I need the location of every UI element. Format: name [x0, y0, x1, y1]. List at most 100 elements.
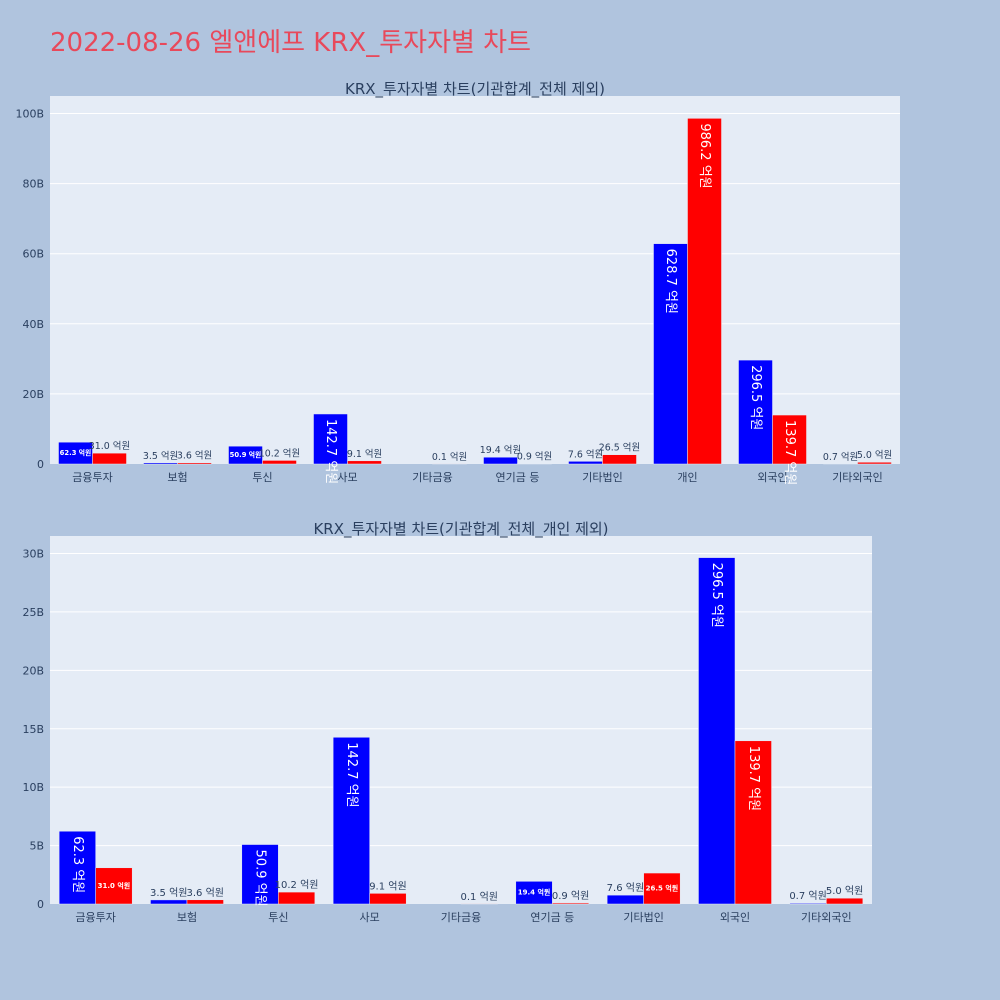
y-tick-label: 10B [22, 781, 44, 794]
bar-value-label: 10.2 억원 [259, 447, 300, 459]
chart-title: KRX_투자자별 차트(기관합계_전체_개인 제외) [313, 520, 608, 539]
x-tick-label: 연기금 등 [496, 471, 540, 484]
x-tick-label: 기타외국인 [801, 911, 852, 924]
x-tick-label: 사모 [360, 911, 380, 924]
bar-value-label: 0.7 억원 [823, 451, 858, 463]
x-tick-label: 보험 [177, 911, 197, 924]
buy-bar [515, 881, 553, 905]
x-tick-label: 금융투자 [75, 911, 115, 924]
x-tick-label: 기타금융 [412, 471, 452, 484]
y-tick-label: 5B [29, 840, 44, 853]
buy-bar [143, 462, 178, 465]
page-title: 2022-08-26 엘앤에프 KRX_투자자별 차트 [50, 28, 532, 58]
bar-value-label: 0.1 억원 [461, 891, 498, 903]
x-tick-label: 기타법인 [582, 471, 622, 484]
bar-value-label: 7.6 억원 [568, 448, 603, 460]
buy-bar [241, 844, 279, 905]
sell-bar [95, 867, 133, 905]
bar-value-label: 5.0 억원 [826, 885, 863, 897]
y-tick-label: 20B [22, 664, 44, 677]
bar-value-label: 50.9 억원 [253, 850, 268, 907]
bar-value-label: 19.4 억원 [480, 444, 521, 456]
buy-bar [606, 894, 644, 905]
bar-value-label: 142.7 억원 [323, 419, 338, 484]
y-tick-label: 15B [22, 723, 44, 736]
buy-bar [313, 413, 348, 465]
sell-bar [177, 462, 212, 465]
bar-value-label: 0.1 억원 [432, 451, 467, 463]
buy-bar [698, 557, 736, 905]
x-tick-label: 외국인 [720, 911, 750, 924]
x-tick-label: 투신 [268, 911, 288, 924]
sell-bar [734, 740, 772, 905]
y-tick-label: 30B [22, 548, 44, 561]
bar-value-label: 986.2 억원 [697, 123, 712, 188]
chart-panel-1: KRX_투자자별 차트(기관합계_전체 제외) 0 20B 40B 60B 80B 100B… [15, 80, 900, 485]
y-tick-label: 0 [37, 458, 44, 471]
sell-bar [262, 460, 297, 465]
bar-value-label: 139.7 억원 [746, 746, 761, 811]
bar-value-label: 62.3 억원 [70, 836, 85, 893]
x-tick-label: 기타금융 [441, 911, 481, 924]
sell-bar [826, 897, 864, 905]
bar-value-label: 9.1 억원 [347, 448, 382, 460]
buy-bar [58, 830, 96, 905]
bar-value-label: 296.5 억원 [709, 563, 724, 628]
buy-bar [653, 243, 688, 465]
bar-value-label: 26.5 억원 [599, 442, 640, 454]
y-tick-label: 60B [22, 248, 44, 261]
y-tick-label: 20B [22, 388, 44, 401]
bar-value-label: 9.1 억원 [369, 880, 406, 892]
x-tick-label: 외국인 [757, 471, 787, 484]
buy-bar [228, 445, 263, 465]
bar-value-label: 19.4 억원 [518, 888, 551, 897]
bar-value-label: 3.6 억원 [177, 450, 212, 462]
x-tick-label: 금융투자 [72, 471, 112, 484]
bar-value-label: 3.5 억원 [150, 887, 187, 899]
sell-bar [347, 460, 382, 465]
x-tick-label: 보험 [167, 471, 187, 484]
bar-value-label: 142.7 억원 [344, 742, 359, 807]
bar-value-label: 0.9 억원 [552, 890, 589, 902]
y-tick-label: 80B [22, 178, 44, 191]
sell-bar [552, 902, 590, 905]
buy-bar [789, 902, 827, 905]
buy-bar [738, 359, 773, 465]
sell-bar [369, 893, 407, 905]
y-tick-label: 0 [37, 898, 44, 911]
bar-value-label: 10.2 억원 [275, 879, 319, 891]
chart-title: KRX_투자자별 차트(기관합계_전체 제외) [345, 80, 605, 99]
x-tick-label: 투신 [252, 471, 272, 484]
bar-value-label: 26.5 억원 [646, 884, 679, 893]
y-tick-label: 40B [22, 318, 44, 331]
bar-value-label: 3.6 억원 [187, 887, 224, 899]
bar-value-label: 0.9 억원 [517, 451, 552, 463]
y-tick-label: 25B [22, 606, 44, 619]
x-tick-label: 연기금 등 [530, 911, 574, 924]
y-tick-label: 100B [15, 108, 44, 121]
sell-bar [857, 461, 892, 465]
bar-value-label: 628.7 억원 [663, 249, 678, 314]
x-tick-label: 기타법인 [623, 911, 663, 924]
sell-bar [687, 118, 722, 465]
bar-value-label: 5.0 억원 [857, 449, 892, 461]
sell-bar [772, 414, 807, 465]
sell-bar [186, 899, 224, 905]
bar-value-label: 139.7 억원 [782, 420, 797, 485]
bar-value-label: 3.5 억원 [143, 450, 178, 462]
bar-value-label: 0.7 억원 [789, 890, 826, 902]
x-tick-label: 사모 [337, 471, 357, 484]
chart-panel-2: KRX_투자자별 차트(기관합계_전체_개인 제외) 0 5B 10B 15B 20B 25… [22, 520, 872, 924]
buy-bar [332, 737, 370, 905]
buy-bar [483, 456, 518, 465]
bar-value-label: 31.0 억원 [89, 440, 130, 452]
sell-bar [92, 452, 127, 465]
x-tick-label: 개인 [677, 471, 697, 484]
sell-bar [602, 454, 637, 465]
bar-value-label: 7.6 억원 [607, 882, 644, 894]
bar-value-label: 296.5 억원 [748, 365, 763, 430]
bar-value-label: 50.9 억원 [230, 450, 262, 459]
sell-bar [643, 872, 681, 905]
bar-value-label: 31.0 억원 [98, 881, 131, 890]
